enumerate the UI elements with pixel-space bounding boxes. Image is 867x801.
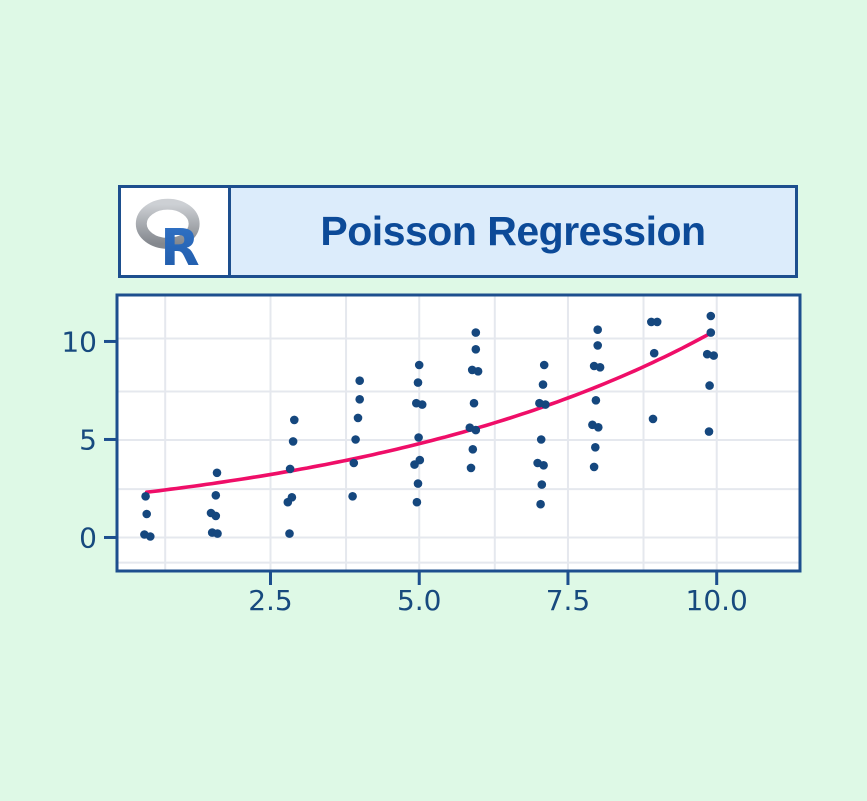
regression-curve <box>144 330 714 494</box>
x-tick-label: 5.0 <box>397 584 442 617</box>
scatter-point <box>704 427 714 436</box>
scatter-point <box>595 363 605 372</box>
scatter-point <box>647 317 656 327</box>
scatter-point <box>211 511 221 521</box>
r-logo: R <box>121 188 231 275</box>
scatter-point <box>536 499 545 509</box>
scatter-point <box>141 492 150 501</box>
scatter-point <box>285 529 294 538</box>
scatter-point <box>702 349 712 359</box>
scatter-point <box>537 480 547 489</box>
scatter-point <box>413 378 423 387</box>
scatter-point <box>649 348 659 358</box>
r-logo-letter: R <box>160 218 199 272</box>
scatter-point <box>705 381 714 390</box>
scatter-point <box>348 492 357 501</box>
scatter-point <box>589 462 599 472</box>
page-title: Poisson Regression <box>320 208 706 254</box>
scatter-point <box>706 328 716 337</box>
scatter-point <box>541 400 550 409</box>
scatter-point <box>652 317 662 327</box>
scatter-point <box>285 464 295 474</box>
x-tick-label: 7.5 <box>546 584 591 617</box>
scatter-point <box>536 435 546 444</box>
scatter-point <box>355 376 365 385</box>
title-cell: Poisson Regression <box>231 188 795 275</box>
scatter-point <box>213 529 222 538</box>
scatter-point <box>539 461 548 470</box>
x-tick-label: 2.5 <box>248 584 293 617</box>
scatter-point <box>471 328 481 337</box>
r-language-logo-icon: R <box>135 198 200 273</box>
scatter-point <box>212 468 222 478</box>
scatter-point <box>593 341 602 350</box>
scatter-point <box>648 414 658 424</box>
scatter-point <box>351 435 360 444</box>
scatter-point <box>355 395 365 404</box>
title-banner: R Poisson Regression <box>118 185 798 278</box>
y-tick-label: 10 <box>61 325 97 358</box>
scatter-plot: 2.5 5.0 7.5 10.0 0 5 10 <box>61 293 802 617</box>
scatter-point <box>414 433 423 442</box>
scatter-point <box>473 367 483 376</box>
scatter-point <box>466 463 476 473</box>
scatter-point <box>417 400 427 409</box>
scatter-point <box>412 497 422 507</box>
scatter-point <box>591 396 601 405</box>
scatter-point <box>469 398 479 408</box>
scatter-point <box>593 325 602 334</box>
scatter-point <box>146 532 155 541</box>
scatter-point <box>288 437 298 446</box>
scatter-point <box>353 413 363 423</box>
scatter-point <box>468 445 478 454</box>
y-tick-label: 5 <box>79 423 97 456</box>
r-logo-ring <box>135 198 200 249</box>
poisson-regression-chart: 2.5 5.0 7.5 10.0 0 5 10 <box>0 270 867 635</box>
scatter-point <box>471 425 481 435</box>
plot-border <box>115 293 802 573</box>
scatter-point <box>414 360 424 370</box>
scatter-point <box>290 415 299 425</box>
scatter-point <box>211 491 221 500</box>
x-tick-label: 10.0 <box>686 584 748 617</box>
scatter-point <box>413 479 423 488</box>
scatter-point <box>539 360 549 370</box>
scatter-point <box>142 509 151 519</box>
scatter-point <box>591 443 600 452</box>
scatter-point <box>709 351 718 360</box>
scatter-point <box>410 460 419 469</box>
scatter-point <box>471 345 481 354</box>
scatter-point <box>538 380 548 389</box>
scatter-point <box>594 423 603 432</box>
scatter-point <box>349 458 359 468</box>
scatter-point <box>283 497 293 507</box>
scatter-point <box>706 311 716 321</box>
y-tick-label: 0 <box>79 521 97 554</box>
